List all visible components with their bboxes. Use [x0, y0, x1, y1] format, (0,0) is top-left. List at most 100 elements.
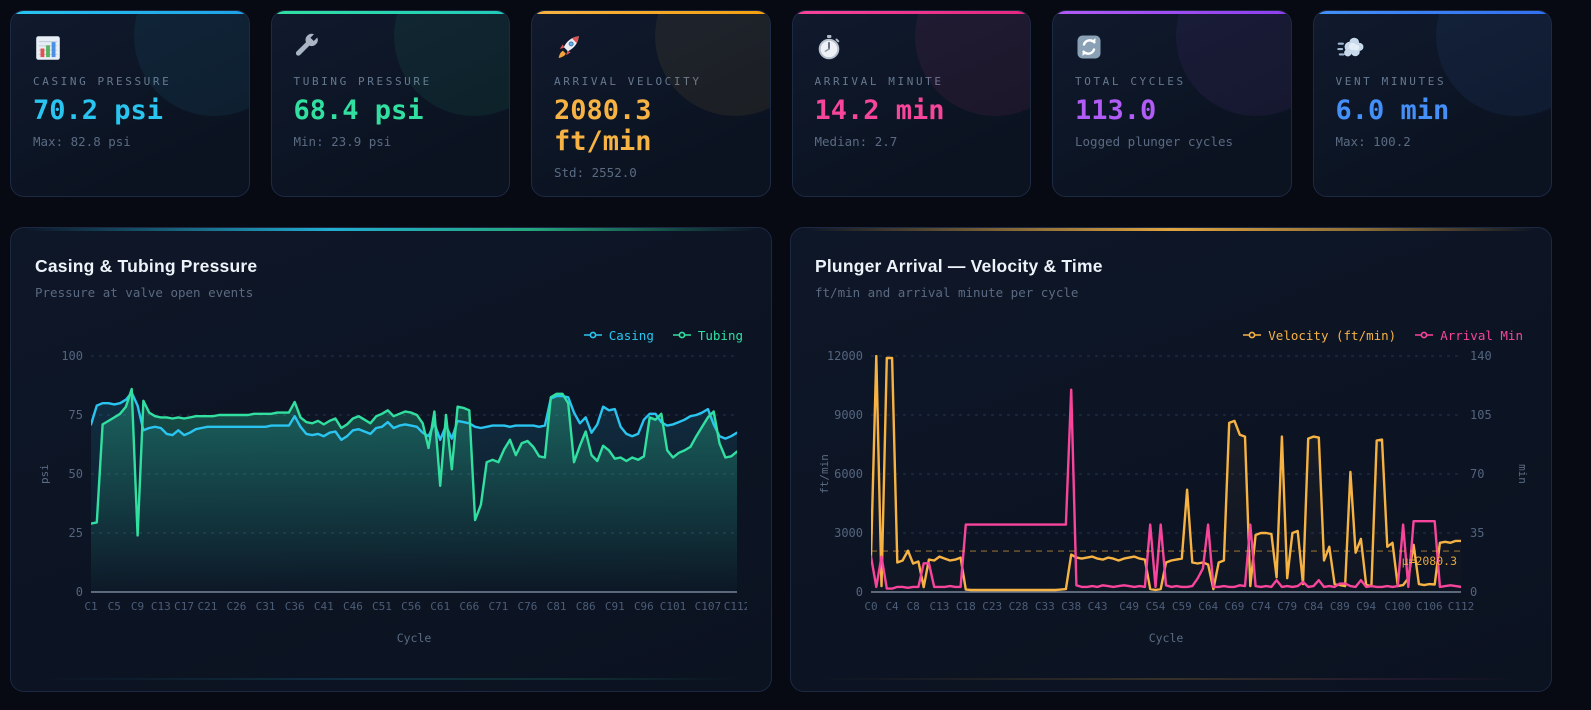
svg-text:C36: C36 — [285, 600, 305, 613]
svg-text:12000: 12000 — [827, 349, 863, 363]
kpi-card-casing-pressure: CASING PRESSURE 70.2 psi Max: 82.8 psi — [10, 10, 250, 197]
kpi-label: TUBING PRESSURE — [293, 75, 432, 88]
svg-text:C66: C66 — [459, 600, 479, 613]
svg-text:C4: C4 — [885, 600, 899, 613]
kpi-value: 113.0 — [1075, 95, 1157, 126]
svg-text:C79: C79 — [1277, 600, 1297, 613]
kpi-label: ARRIVAL MINUTE — [814, 75, 944, 88]
svg-text:C33: C33 — [1035, 600, 1055, 613]
svg-text:0: 0 — [1470, 585, 1477, 599]
chart-card-pressure: Casing & Tubing Pressure Pressure at val… — [10, 227, 772, 692]
svg-text:C61: C61 — [430, 600, 450, 613]
svg-text:C89: C89 — [1330, 600, 1350, 613]
svg-text:C56: C56 — [401, 600, 421, 613]
legend-item-velocity-ft-min[interactable]: Velocity (ft/min) — [1242, 328, 1396, 343]
chart-title: Casing & Tubing Pressure — [35, 256, 258, 276]
svg-text:75: 75 — [69, 408, 83, 422]
card-accent-bar — [792, 11, 1030, 14]
kpi-label: TOTAL CYCLES — [1075, 75, 1186, 88]
arrival-chart-legend: Velocity (ft/min) Arrival Min — [815, 322, 1527, 348]
pressure-chart-area: Casing Tubing 0 25 50 75 100 psi C1 C5 C9 C13 C17 C2… — [35, 308, 747, 677]
svg-text:140: 140 — [1470, 349, 1492, 363]
svg-text:C84: C84 — [1304, 600, 1324, 613]
svg-text:C0: C0 — [864, 600, 877, 613]
svg-text:0: 0 — [76, 585, 83, 599]
svg-text:C41: C41 — [314, 600, 334, 613]
kpi-sub: Max: 100.2 — [1335, 134, 1411, 150]
pressure-chart-legend: Casing Tubing — [35, 322, 747, 348]
chart-card-arrival: Plunger Arrival — Velocity & Time ft/min… — [790, 227, 1552, 692]
svg-text:9000: 9000 — [834, 408, 863, 422]
kpi-card-total-cycles: TOTAL CYCLES 113.0 Logged plunger cycles — [1052, 10, 1292, 197]
svg-text:C5: C5 — [108, 600, 121, 613]
svg-text:C38: C38 — [1061, 600, 1081, 613]
kpi-sub: Max: 82.8 psi — [33, 134, 131, 150]
kpi-value: 2080.3 ft/min — [554, 95, 652, 158]
card-bottom-glow — [819, 678, 1523, 680]
svg-text:C100: C100 — [1385, 600, 1412, 613]
svg-text:50: 50 — [69, 467, 83, 481]
wrench-icon — [294, 33, 488, 65]
card-accent-bar — [1053, 11, 1291, 14]
svg-text:C26: C26 — [227, 600, 247, 613]
svg-text:C13: C13 — [930, 600, 950, 613]
svg-text:C106: C106 — [1416, 600, 1443, 613]
wind-icon — [1336, 33, 1530, 65]
svg-text:C91: C91 — [605, 600, 625, 613]
svg-text:70: 70 — [1470, 467, 1484, 481]
svg-text:C23: C23 — [982, 600, 1002, 613]
pressure-chart-plot[interactable]: 0 25 50 75 100 psi C1 C5 C9 C13 C17 C21 C26 C31 C36 C41… — [35, 348, 747, 648]
kpi-card-tubing-pressure: TUBING PRESSURE 68.4 psi Min: 23.9 psi — [270, 10, 510, 197]
kpi-card-vent-minutes: VENT MINUTES 6.0 min Max: 100.2 — [1312, 10, 1552, 197]
rocket-icon — [554, 33, 748, 65]
card-accent-bar — [271, 11, 509, 14]
kpi-card-arrival-minute: ARRIVAL MINUTE 14.2 min Median: 2.7 — [791, 10, 1031, 197]
svg-text:min: min — [1516, 464, 1527, 484]
svg-text:C112: C112 — [724, 600, 747, 613]
legend-item-arrival-min[interactable]: Arrival Min — [1414, 328, 1523, 343]
kpi-value: 6.0 min — [1335, 95, 1450, 126]
svg-text:C28: C28 — [1009, 600, 1029, 613]
svg-text:psi: psi — [38, 464, 51, 484]
card-accent-bar — [1313, 11, 1551, 14]
svg-text:C96: C96 — [634, 600, 654, 613]
svg-text:C21: C21 — [197, 600, 217, 613]
svg-text:C71: C71 — [488, 600, 508, 613]
dashboard-page: CASING PRESSURE 70.2 psi Max: 82.8 psi T… — [10, 10, 1552, 692]
svg-text:C101: C101 — [660, 600, 687, 613]
svg-text:C17: C17 — [174, 600, 194, 613]
kpi-sub: Logged plunger cycles — [1075, 134, 1234, 150]
legend-marker-icon — [1415, 331, 1434, 339]
chart-subtitle: Pressure at valve open events — [35, 285, 254, 300]
kpi-sub: Median: 2.7 — [814, 134, 898, 150]
stopwatch-icon — [815, 33, 1009, 65]
svg-text:C43: C43 — [1088, 600, 1108, 613]
svg-text:3000: 3000 — [834, 526, 863, 540]
svg-text:105: 105 — [1470, 408, 1492, 422]
svg-text:C74: C74 — [1251, 600, 1271, 613]
svg-text:C13: C13 — [151, 600, 171, 613]
legend-item-tubing[interactable]: Tubing — [672, 328, 743, 343]
kpi-value: 70.2 psi — [33, 95, 164, 126]
svg-text:6000: 6000 — [834, 467, 863, 481]
legend-item-casing[interactable]: Casing — [583, 328, 654, 343]
svg-text:Cycle: Cycle — [397, 631, 432, 645]
mean-annotation: μ=2080.3 — [1402, 554, 1457, 568]
svg-text:C86: C86 — [576, 600, 596, 613]
svg-text:C69: C69 — [1225, 600, 1245, 613]
svg-text:C31: C31 — [256, 600, 276, 613]
kpi-row: CASING PRESSURE 70.2 psi Max: 82.8 psi T… — [10, 10, 1552, 197]
svg-text:ft/min: ft/min — [818, 454, 831, 494]
refresh-icon — [1075, 33, 1269, 65]
arrival-chart-area: Velocity (ft/min) Arrival Min 0 3000 6000 90… — [815, 308, 1527, 677]
svg-text:0: 0 — [856, 585, 863, 599]
card-accent-bar — [532, 11, 770, 14]
arrival-chart-plot[interactable]: 0 3000 6000 9000 12000 0 35 70 105 140 ft/min min C0… — [815, 348, 1527, 648]
svg-text:C59: C59 — [1172, 600, 1192, 613]
legend-marker-icon — [583, 331, 602, 339]
kpi-card-arrival-velocity: ARRIVAL VELOCITY 2080.3 ft/min Std: 2552… — [531, 10, 771, 197]
bar-chart-icon — [33, 33, 227, 65]
svg-text:C94: C94 — [1356, 600, 1376, 613]
chart-title: Plunger Arrival — Velocity & Time — [815, 256, 1103, 276]
kpi-value: 14.2 min — [814, 95, 945, 126]
